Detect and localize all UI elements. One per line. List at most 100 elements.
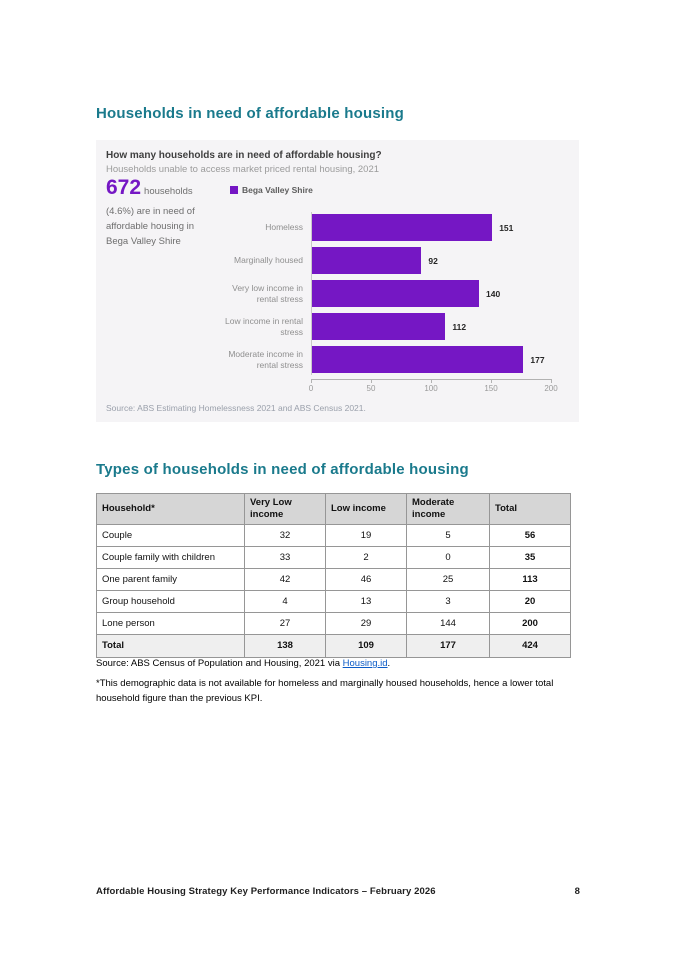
bar-value-label: 112: [452, 321, 467, 332]
table-cell-household: Couple family with children: [96, 545, 245, 569]
table-cell-value: 29: [325, 611, 407, 635]
table-cell-value: 20: [489, 589, 571, 613]
bar-value-label: 151: [499, 222, 514, 233]
legend-swatch-icon: [230, 186, 238, 194]
y-axis-line: [311, 212, 312, 375]
bar: [311, 280, 479, 307]
table-cell-value: 32: [244, 523, 326, 547]
bar-value-label: 92: [428, 255, 438, 266]
bar-value-label: 177: [530, 354, 545, 365]
table-cell-household: Lone person: [96, 611, 245, 635]
stat-description-line: Bega Valley Shire: [106, 236, 181, 247]
chart-title: How many households are in need of affor…: [106, 150, 382, 161]
table-row: Total 138 109 177 424: [96, 633, 571, 658]
x-axis-tick-label: 50: [366, 384, 376, 393]
table-cell-value: 35: [489, 545, 571, 569]
table-cell-value: 113: [489, 567, 571, 591]
bar-track: 140: [311, 280, 567, 307]
bar-category-label: Homeless: [265, 222, 303, 233]
footer-page-number: 8: [574, 886, 580, 897]
bar-track: 112: [311, 313, 567, 340]
table-cell-value: 200: [489, 611, 571, 635]
table-cell-value: 42: [244, 567, 326, 591]
bar-chart-rows: Homeless 151 Marginally housed 92 Very low i…: [217, 214, 567, 373]
table-header-cell: Very Low income: [244, 493, 326, 525]
section-title-households: Households in need of affordable housing: [96, 105, 405, 122]
stat-description-line: affordable housing in: [106, 221, 195, 232]
table-cell-value: 33: [244, 545, 326, 569]
bar-category-label: Low income in rental stress: [225, 315, 303, 337]
table-cell-value: 0: [406, 545, 490, 569]
bar: [311, 247, 422, 274]
table-row: Couple 32 19 5 56: [96, 523, 571, 547]
bar-category-label: Marginally housed: [234, 255, 303, 266]
table-cell-household: One parent family: [96, 567, 245, 591]
x-axis: 0 50 100 150 200: [308, 379, 558, 393]
table-source-suffix: .: [387, 658, 391, 669]
table-cell-household: Total: [96, 633, 245, 658]
bar-track: 92: [311, 247, 567, 274]
table-cell-value: 56: [489, 523, 571, 547]
bar-track: 151: [311, 214, 567, 241]
x-axis-tick: [431, 380, 432, 383]
chart-source: Source: ABS Estimating Homelessness 2021…: [106, 403, 366, 413]
x-axis-tick-label: 200: [544, 384, 558, 393]
kpi-chart-card: How many households are in need of affor…: [96, 140, 579, 422]
stat-description: (4.6%) are in need of affordable housing …: [106, 204, 221, 249]
bar-row: Homeless 151: [217, 214, 567, 241]
table-cell-value: 3: [406, 589, 490, 613]
table-cell-value: 5: [406, 523, 490, 547]
table-cell-value: 177: [406, 633, 490, 658]
legend-label: Bega Valley Shire: [242, 185, 313, 195]
x-axis-tick: [551, 380, 552, 383]
x-axis-tick-label: 100: [424, 384, 438, 393]
table-row: Lone person 27 29 144 200: [96, 611, 571, 635]
x-axis-tick: [311, 380, 312, 383]
stat-unit: households: [144, 186, 193, 197]
table-cell-value: 19: [325, 523, 407, 547]
table-cell-value: 144: [406, 611, 490, 635]
table-header-cell: Household*: [96, 493, 245, 525]
stat-description-line: (4.6%) are in need of: [106, 206, 195, 217]
table-row: Couple family with children 33 2 0 35: [96, 545, 571, 569]
x-axis-tick: [491, 380, 492, 383]
table-cell-value: 27: [244, 611, 326, 635]
table-header-row: Household* Very Low income Low income Moder…: [96, 493, 571, 525]
housing-id-link[interactable]: Housing.id: [342, 658, 388, 669]
table-source-text: Source: ABS Census of Population and Hou…: [96, 658, 343, 669]
table-cell-value: 46: [325, 567, 407, 591]
table-header-cell: Total: [489, 493, 571, 525]
table-header-cell: Moderate income: [406, 493, 490, 525]
table-cell-value: 109: [325, 633, 407, 658]
table-cell-value: 424: [489, 633, 571, 658]
table-cell-value: 13: [325, 589, 407, 613]
table-row: One parent family 42 46 25 113: [96, 567, 571, 591]
bar-track: 177: [311, 346, 567, 373]
bar-row: Very low income in rental stress 140: [217, 280, 567, 307]
table-header-cell: Low income: [325, 493, 407, 525]
households-table: Household* Very Low income Low income Moder…: [96, 493, 571, 658]
bar-row: Low income in rental stress 112: [217, 313, 567, 340]
table-cell-value: 4: [244, 589, 326, 613]
table-cell-household: Couple: [96, 523, 245, 547]
bar-row: Marginally housed 92: [217, 247, 567, 274]
bar-row: Moderate income in rental stress 177: [217, 346, 567, 373]
table-row: Group household 4 13 3 20: [96, 589, 571, 613]
bar: [311, 346, 524, 373]
section-title-household-types: Types of households in need of affordabl…: [96, 461, 469, 478]
stat-value: 672: [106, 176, 142, 199]
bar: [311, 214, 493, 241]
table-cell-household: Group household: [96, 589, 245, 613]
bar-value-label: 140: [486, 288, 501, 299]
table-cell-value: 2: [325, 545, 407, 569]
table-footnote: *This demographic data is not available …: [96, 678, 554, 704]
x-axis-tick-label: 150: [484, 384, 498, 393]
chart-legend: Bega Valley Shire: [230, 185, 313, 195]
bar: [311, 313, 446, 340]
kpi-stat: 672 households: [106, 176, 193, 200]
x-axis-tick-label: 0: [308, 384, 314, 393]
table-source: Source: ABS Census of Population and Hou…: [96, 658, 390, 669]
table-cell-value: 138: [244, 633, 326, 658]
bar-chart: Homeless 151 Marginally housed 92 Very low i…: [217, 212, 567, 393]
